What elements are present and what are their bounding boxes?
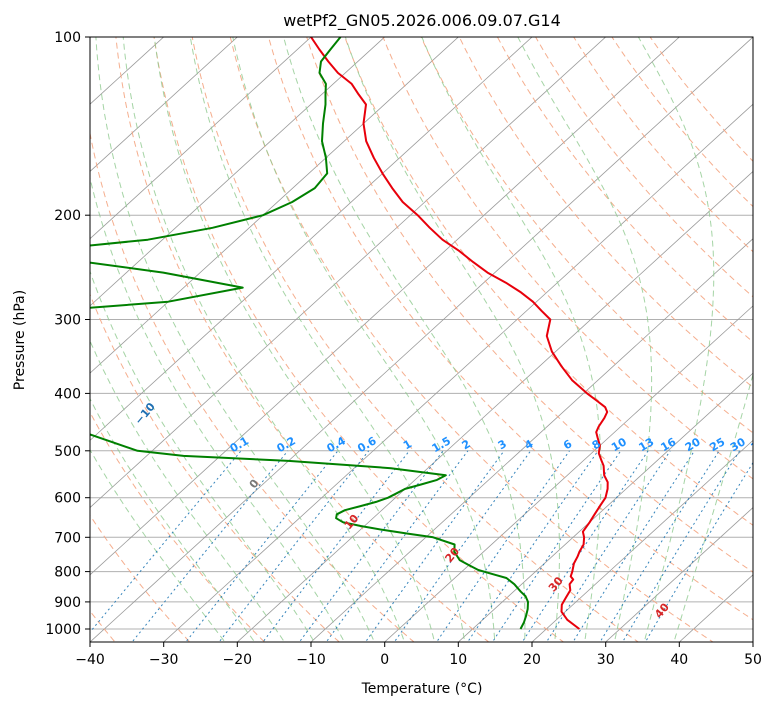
axis-ticks: −40 −30 −20 −10 0 10 20 30 40 50 100 200 300 400 500 60… — [45, 30, 762, 668]
dewpoint-profile-line — [90, 37, 529, 630]
isotherm-line — [90, 37, 680, 576]
moist-adiabat-line — [344, 37, 560, 642]
mixing-ratio-line — [298, 450, 444, 642]
x-tick-label: −30 — [149, 652, 179, 668]
isotherm-line — [457, 372, 753, 642]
dry-adiabat-line — [153, 37, 565, 642]
x-tick-label: 50 — [744, 652, 762, 668]
mixing-ratio-lines — [90, 450, 753, 642]
y-tick-label: 300 — [54, 313, 81, 329]
moist-adiabat-line — [517, 37, 653, 642]
isotherm-line — [384, 305, 753, 642]
x-tick-label: 0 — [380, 652, 389, 668]
mixing-ratio-line — [131, 450, 289, 642]
y-tick-label: 400 — [54, 386, 81, 402]
mixing-ratio-line — [491, 450, 622, 642]
dry-adiabat-line — [90, 130, 415, 642]
dry-adiabat-line — [458, 37, 753, 388]
moist-adiabat-line — [637, 37, 715, 642]
y-tick-label: 800 — [54, 565, 81, 581]
moist-adiabat-line — [673, 372, 753, 642]
mixing-ratio-line — [572, 450, 695, 642]
dry-adiabat-line — [344, 37, 753, 526]
x-tick-label: 10 — [449, 652, 467, 668]
y-tick-label: 900 — [54, 595, 81, 611]
mixing-ratio-line — [262, 450, 410, 642]
isotherm-line — [605, 506, 753, 642]
dry-adiabat-line — [229, 37, 714, 642]
dry-adiabat-lines — [90, 37, 753, 642]
isotherm-line — [90, 37, 533, 441]
isotherm-line — [310, 238, 753, 642]
x-tick-label: −40 — [75, 652, 105, 668]
y-axis-label: Pressure (hPa) — [12, 290, 28, 390]
isotherm-line — [90, 37, 386, 307]
x-axis-label: Temperature (°C) — [361, 681, 483, 697]
mixing-ratio-line — [90, 450, 242, 633]
moist-adiabat-line — [90, 339, 285, 642]
isotherm-line — [90, 37, 607, 509]
dry-adiabat-line — [90, 411, 266, 642]
mixing-ratio-line — [545, 450, 671, 642]
mixing-ratio-line — [436, 450, 570, 642]
dry-adiabat-line — [496, 37, 753, 343]
x-tick-label: −20 — [223, 652, 253, 668]
mixing-ratio-line — [218, 450, 370, 642]
y-tick-label: 600 — [54, 491, 81, 507]
y-tick-label: 700 — [54, 530, 81, 546]
moist-adiabat-line — [90, 269, 315, 642]
y-tick-label: 200 — [54, 208, 81, 224]
moist-adiabat-line — [283, 37, 526, 642]
moist-adiabat-line — [95, 37, 375, 642]
moist-adiabat-line — [90, 448, 226, 642]
y-tick-label: 100 — [54, 30, 81, 46]
plot-frame — [89, 36, 754, 643]
x-tick-label: 20 — [523, 652, 541, 668]
x-tick-label: 40 — [670, 652, 688, 668]
y-tick-label: 500 — [54, 444, 81, 460]
mixing-ratio-line — [521, 450, 649, 642]
moist-adiabat-line — [90, 397, 256, 642]
moist-adiabat-line — [189, 37, 466, 642]
moist-adiabat-line — [90, 175, 345, 642]
y-tick-label: 1000 — [45, 622, 81, 638]
dry-adiabat-line — [191, 37, 640, 642]
line-label: 36 — [749, 435, 769, 454]
x-tick-label: 30 — [597, 652, 615, 668]
isotherm-line — [531, 439, 753, 642]
dry-adiabat-line — [90, 293, 340, 642]
temperature-profile-line — [310, 37, 609, 630]
dry-adiabat-line — [306, 37, 753, 573]
dry-adiabat-line — [382, 37, 753, 480]
moist-adiabat-line — [153, 37, 436, 642]
mixing-ratio-line — [467, 450, 599, 642]
isotherm-line — [236, 170, 753, 642]
dry-adiabat-line — [420, 37, 753, 434]
moist-adiabat-line — [421, 37, 602, 642]
isotherm-line — [163, 103, 753, 642]
isotherm-line — [90, 37, 753, 642]
dry-adiabat-line — [115, 37, 490, 642]
sounding-series — [90, 37, 609, 630]
isotherm-line — [90, 37, 459, 374]
chart-title: wetPf2_GN05.2026.006.09.07.G14 — [283, 11, 561, 31]
mixing-ratio-line — [185, 450, 339, 642]
x-tick-label: −10 — [296, 652, 326, 668]
